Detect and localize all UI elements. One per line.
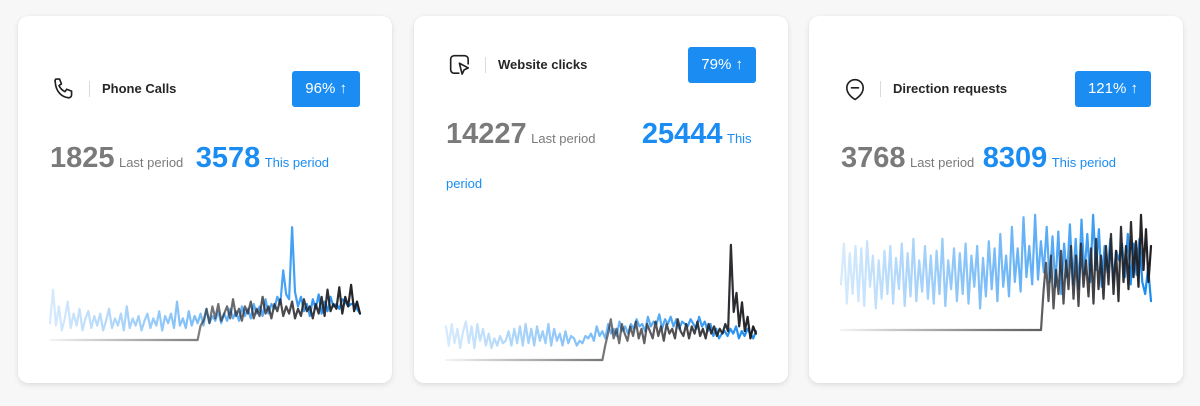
this-period-value: 25444	[641, 118, 723, 150]
period-stats: 3768 Last period 8309 This period	[841, 136, 1157, 185]
change-badge: 79% ↑	[688, 47, 756, 83]
this-period-label: This period	[264, 155, 330, 170]
last-period-label: Last period	[531, 131, 596, 146]
period-stats: 1825 Last period 3578 This period	[50, 136, 366, 185]
trend-chart	[48, 216, 362, 346]
trend-chart-svg	[839, 213, 1153, 332]
card-title: Direction requests	[893, 81, 1008, 96]
header-divider	[880, 81, 881, 97]
trend-chart-svg	[48, 226, 362, 342]
last-period-value: 3768	[841, 142, 906, 174]
last-period-label: Last period	[118, 155, 184, 170]
direction-icon	[841, 75, 869, 103]
card-header: Direction requests 121% ↑	[809, 71, 1183, 107]
phone-icon	[50, 75, 78, 103]
card-title: Phone Calls	[102, 81, 177, 96]
last-period-value: 14227	[446, 118, 527, 150]
last-period-value: 1825	[50, 142, 115, 174]
trend-chart	[839, 206, 1153, 336]
this-period-line	[839, 213, 1153, 310]
last-period-line	[839, 213, 1153, 332]
this-period-value: 8309	[982, 142, 1048, 174]
last-period-line	[48, 283, 362, 342]
direction-requests-card: Direction requests 121% ↑ 3768 Last peri…	[809, 16, 1183, 383]
trend-chart-svg	[444, 243, 758, 362]
card-header: Website clicks 79% ↑	[414, 47, 788, 83]
period-stats: 14227 Last period 25444 This period	[446, 112, 762, 206]
card-header: Phone Calls 96% ↑	[18, 71, 392, 107]
header-divider	[89, 81, 90, 97]
click-icon	[446, 51, 474, 79]
this-period-line	[444, 313, 758, 350]
phone-calls-card: Phone Calls 96% ↑ 1825 Last period 3578 …	[18, 16, 392, 383]
trend-chart	[444, 236, 758, 366]
last-period-label: Last period	[909, 155, 975, 170]
card-title: Website clicks	[498, 57, 588, 72]
last-period-line	[444, 243, 758, 362]
this-period-label: This period	[1051, 155, 1117, 170]
change-badge: 96% ↑	[292, 71, 360, 107]
this-period-value: 3578	[195, 142, 261, 174]
this-period-label: This period	[446, 131, 752, 191]
change-badge: 121% ↑	[1074, 71, 1151, 107]
header-divider	[485, 57, 486, 73]
website-clicks-card: Website clicks 79% ↑ 14227 Last period 2…	[414, 16, 788, 383]
